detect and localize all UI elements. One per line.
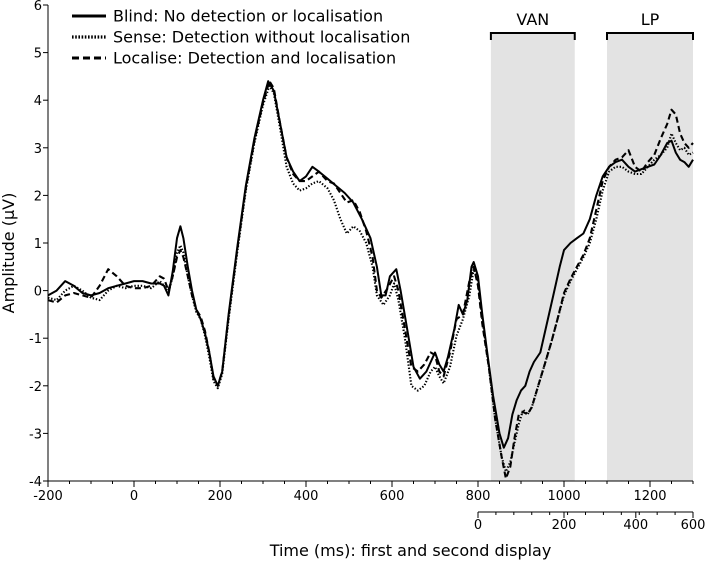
y-axis-title: Amplitude (μV): [0, 193, 18, 314]
shaded-region-lp: [607, 34, 693, 481]
legend-label-dashed: Localise: Detection and localisation: [113, 49, 396, 68]
x-tick-label: 1000: [547, 489, 580, 504]
region-label-lp: LP: [641, 10, 660, 29]
x-tick-label: 200: [208, 489, 233, 504]
y-tick-label: 0: [34, 285, 42, 300]
x-tick-label: 400: [294, 489, 319, 504]
x2-tick-label: 200: [552, 518, 577, 533]
x2-tick-label: 400: [623, 518, 648, 533]
y-tick-label: -4: [29, 475, 42, 490]
x-tick-label: 1200: [633, 489, 666, 504]
y-tick-label: -2: [29, 380, 42, 395]
y-tick-label: 3: [34, 142, 42, 157]
legend: Blind: No detection or localisation Sense…: [72, 7, 410, 68]
shaded-region-van: [490, 34, 575, 481]
region-bracket-van: [489, 32, 576, 40]
series-line-dashed: [47, 80, 694, 480]
x-tick-label: -200: [33, 489, 63, 504]
y-tick-label: -1: [29, 332, 42, 347]
y-tick-label: 1: [34, 237, 42, 252]
y-tick-label: -3: [29, 427, 42, 442]
region-label-van: VAN: [516, 10, 549, 29]
x-tick-label: 600: [380, 489, 405, 504]
series-line-dotted: [47, 84, 694, 473]
x-tick-label: 800: [466, 489, 491, 504]
series-lines: [47, 80, 694, 480]
legend-label-solid: Blind: No detection or localisation: [113, 7, 383, 26]
series-line-solid: [47, 80, 694, 449]
x-tick-label: 0: [130, 489, 138, 504]
region-bracket-lp: [606, 32, 694, 40]
x2-tick-label: 600: [681, 518, 706, 533]
y-tick-label: 5: [34, 47, 42, 62]
x2-tick-label: 0: [474, 518, 482, 533]
tick-marks: -4 -3 -2 -1 0 1 2 3 4 5 6 -200 0 200 400 600 800 1000 1200…: [29, 0, 705, 533]
shaded-regions: VAN LP: [489, 10, 694, 481]
y-tick-label: 6: [34, 0, 42, 14]
legend-label-dotted: Sense: Detection without localisation: [113, 28, 410, 47]
y-tick-label: 2: [34, 189, 42, 204]
y-tick-label: 4: [34, 94, 42, 109]
x-axis-title: Time (ms): first and second display: [269, 541, 552, 560]
